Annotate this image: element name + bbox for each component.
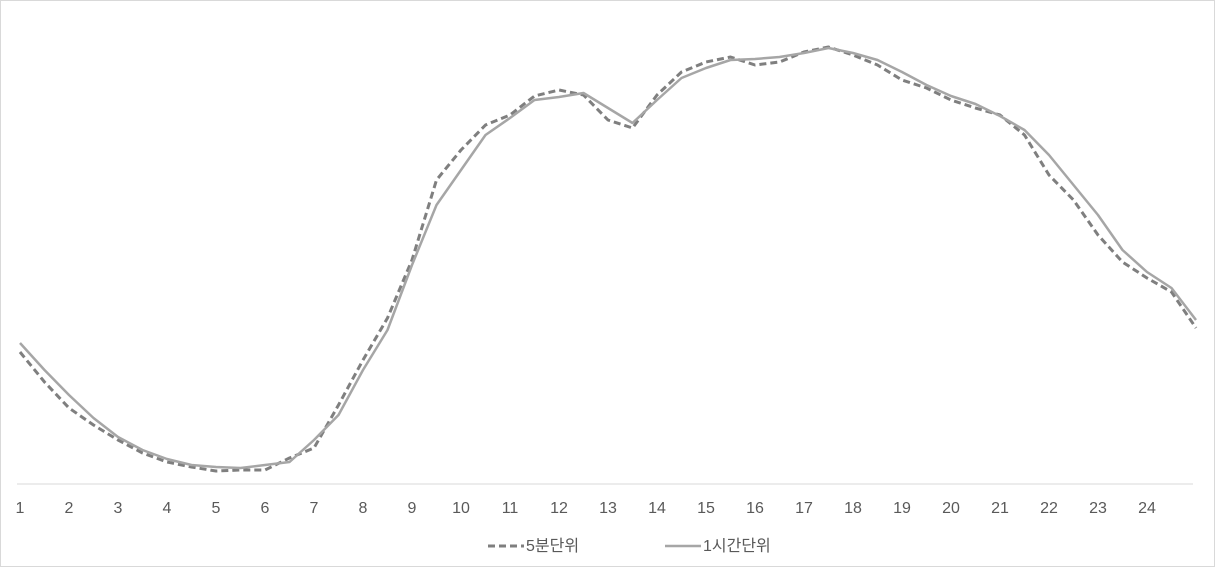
x-tick-label: 9: [408, 500, 417, 517]
x-tick-label: 22: [1040, 500, 1058, 517]
x-tick-label: 6: [261, 500, 270, 517]
x-tick-label: 15: [697, 500, 715, 517]
x-tick-label: 4: [163, 500, 172, 517]
x-tick-label: 14: [648, 500, 666, 517]
x-tick-label: 17: [795, 500, 813, 517]
x-tick-label: 21: [991, 500, 1009, 517]
x-tick-label: 16: [746, 500, 764, 517]
x-tick-label: 3: [114, 500, 123, 517]
legend-label: 5분단위: [526, 537, 579, 555]
x-tick-label: 2: [65, 500, 74, 517]
x-tick-label: 20: [942, 500, 960, 517]
legend-label: 1시간단위: [703, 537, 771, 555]
x-tick-label: 18: [844, 500, 862, 517]
x-tick-label: 13: [599, 500, 617, 517]
x-tick-label: 7: [310, 500, 319, 517]
x-tick-label: 24: [1138, 500, 1156, 517]
x-tick-label: 19: [893, 500, 911, 517]
x-tick-label: 11: [502, 500, 519, 517]
x-tick-label: 8: [359, 500, 368, 517]
x-tick-label: 10: [452, 500, 470, 517]
x-tick-label: 12: [550, 500, 568, 517]
x-tick-label: 1: [16, 500, 25, 517]
series-line: [19, 46, 1197, 470]
x-tick-label: 23: [1089, 500, 1107, 517]
x-tick-label: 5: [212, 500, 221, 517]
